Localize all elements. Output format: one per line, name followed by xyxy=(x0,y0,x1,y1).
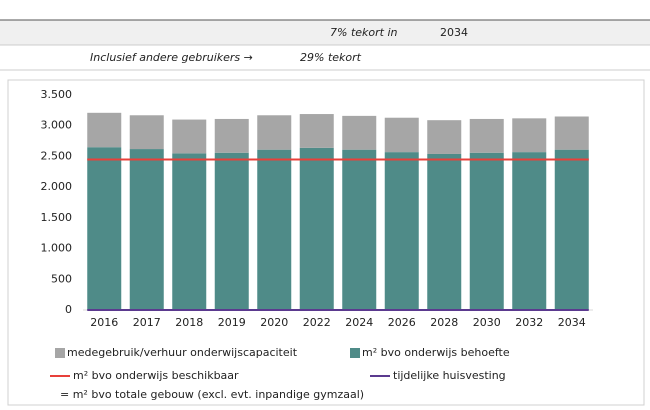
y-tick-label: 500 xyxy=(51,272,72,285)
x-tick-label: 2016 xyxy=(90,316,118,329)
legend-swatch xyxy=(350,348,360,358)
x-tick-label: 2022 xyxy=(303,316,331,329)
bar xyxy=(87,112,122,148)
x-tick-label: 2024 xyxy=(345,316,373,329)
deficit-year: 2034 xyxy=(440,26,468,39)
y-tick-label: 3.500 xyxy=(41,88,73,101)
bar xyxy=(512,152,547,310)
y-tick-label: 0 xyxy=(65,303,72,316)
x-tick-label: 2030 xyxy=(473,316,501,329)
bar xyxy=(342,115,377,150)
note: = m² bvo totale gebouw (excl. evt. inpan… xyxy=(60,388,364,401)
x-tick-label: 2034 xyxy=(558,316,586,329)
bar xyxy=(214,152,249,310)
x-tick-label: 2028 xyxy=(430,316,458,329)
x-tick-label: 2018 xyxy=(175,316,203,329)
bar xyxy=(469,152,504,310)
incl-text: Inclusief andere gebruikers → xyxy=(90,51,253,64)
legend-swatch xyxy=(55,348,65,358)
bar xyxy=(469,118,504,153)
legend-label: m² bvo onderwijs beschikbaar xyxy=(73,369,239,382)
legend-label: m² bvo onderwijs behoefte xyxy=(362,346,510,359)
bar xyxy=(214,118,249,153)
y-tick-label: 1.500 xyxy=(41,211,73,224)
bar xyxy=(554,116,589,150)
deficit-text: 7% tekort in xyxy=(330,26,398,39)
bar xyxy=(384,117,419,153)
x-tick-label: 2026 xyxy=(388,316,416,329)
bar xyxy=(512,118,547,153)
bar xyxy=(87,147,122,310)
bar xyxy=(172,119,207,154)
bar xyxy=(129,149,164,310)
bar xyxy=(427,153,462,310)
bar xyxy=(427,120,462,154)
bar xyxy=(299,147,334,310)
bar xyxy=(299,114,334,148)
bar xyxy=(129,115,164,150)
bar xyxy=(257,115,292,150)
bar xyxy=(384,152,419,310)
bar xyxy=(172,153,207,310)
x-tick-label: 2020 xyxy=(260,316,288,329)
bar xyxy=(554,149,589,310)
y-tick-label: 3.000 xyxy=(41,119,73,132)
bar xyxy=(342,149,377,310)
x-tick-label: 2032 xyxy=(515,316,543,329)
legend-label: tijdelijke huisvesting xyxy=(393,369,506,382)
bar xyxy=(257,149,292,310)
legend-label: medegebruik/verhuur onderwijscapaciteit xyxy=(67,346,298,359)
incl-deficit: 29% tekort xyxy=(300,51,362,64)
y-tick-label: 2.000 xyxy=(41,180,73,193)
y-tick-label: 1.000 xyxy=(41,242,73,255)
header-band xyxy=(0,20,650,45)
x-tick-label: 2019 xyxy=(218,316,246,329)
y-tick-label: 2.500 xyxy=(41,149,73,162)
chart-frame xyxy=(7,79,645,406)
x-tick-label: 2017 xyxy=(133,316,161,329)
